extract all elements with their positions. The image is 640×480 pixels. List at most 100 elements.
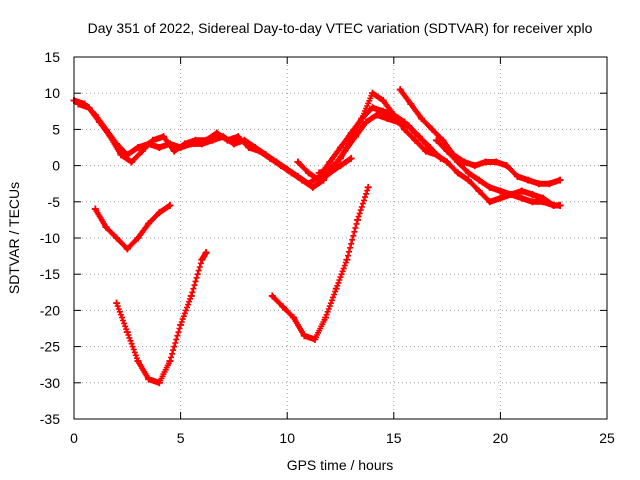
data-point — [245, 144, 253, 151]
data-point — [368, 89, 376, 97]
data-point — [315, 176, 323, 184]
y-tick-label: 5 — [52, 121, 60, 137]
data-point — [106, 133, 114, 141]
data-point — [443, 158, 451, 166]
data-point — [503, 162, 511, 170]
x-tick-label: 10 — [279, 430, 295, 446]
data-point — [379, 107, 387, 115]
data-point — [123, 245, 131, 253]
axis-ticks: 0 5 10 15 20 25 -35 -30 -25 -20 -15 -10 -5 0 5 10 15 — [40, 49, 615, 446]
data-point — [528, 198, 536, 206]
data-point — [407, 100, 415, 108]
data-point — [496, 187, 504, 195]
y-tick-label: -25 — [40, 339, 60, 355]
data-point — [337, 154, 344, 162]
data-point — [337, 144, 344, 151]
data-point — [305, 169, 313, 177]
data-point — [496, 194, 504, 202]
data-point — [134, 357, 142, 365]
data-point — [539, 198, 547, 206]
data-point — [471, 162, 479, 170]
data-point — [418, 115, 426, 123]
data-point — [177, 321, 185, 329]
data-point — [411, 136, 419, 144]
x-tick-label: 15 — [386, 430, 402, 446]
data-point — [432, 136, 440, 144]
data-point — [102, 223, 110, 231]
data-point — [145, 375, 153, 383]
data-point — [198, 256, 206, 264]
data-point — [507, 191, 515, 199]
data-point — [454, 158, 462, 166]
data-point — [311, 335, 319, 343]
data-point — [518, 194, 526, 202]
data-point — [202, 248, 210, 256]
data-point — [138, 147, 146, 155]
data-point — [300, 332, 308, 340]
y-tick-label: -35 — [40, 411, 60, 427]
series-track-5 — [432, 136, 564, 209]
data-point — [432, 151, 440, 159]
series-track-7 — [91, 201, 174, 253]
series-track-9 — [268, 183, 372, 343]
data-point — [428, 125, 436, 133]
data-point — [337, 162, 344, 170]
data-point — [550, 201, 558, 209]
data-point — [74, 100, 82, 108]
data-point — [400, 125, 408, 133]
data-point — [134, 234, 142, 242]
data-point — [326, 169, 334, 177]
data-point — [464, 169, 472, 177]
data-point — [224, 136, 232, 144]
series-track-8 — [113, 248, 210, 387]
data-point — [518, 187, 526, 195]
data-point — [368, 104, 376, 112]
data-point — [354, 216, 362, 224]
data-point — [332, 285, 340, 293]
data-point — [268, 292, 276, 300]
data-point — [85, 104, 93, 112]
data-point — [113, 234, 121, 242]
data-point — [123, 328, 131, 336]
data-point — [464, 176, 472, 184]
data-point — [422, 147, 430, 155]
data-point — [277, 162, 285, 170]
data-point — [513, 172, 521, 180]
data-point — [443, 147, 451, 155]
data-point — [486, 183, 494, 191]
data-marks — [70, 86, 564, 387]
data-point — [362, 118, 370, 126]
y-tick-label: -10 — [40, 230, 60, 246]
x-tick-label: 5 — [177, 430, 185, 446]
data-point — [213, 129, 221, 137]
data-point — [166, 201, 174, 209]
data-point — [343, 256, 351, 264]
data-point — [390, 111, 398, 119]
chart-title: Day 351 of 2022, Sidereal Day-to-day VTE… — [88, 20, 593, 36]
data-point — [134, 144, 142, 151]
data-point — [290, 314, 298, 322]
y-tick-label: 0 — [52, 158, 60, 174]
data-point — [475, 187, 483, 195]
data-point — [379, 96, 387, 104]
data-point — [255, 147, 263, 155]
data-point — [202, 136, 210, 144]
series-track-6 — [294, 154, 355, 184]
data-point — [294, 158, 302, 166]
data-point — [481, 158, 489, 166]
data-point — [192, 136, 200, 144]
data-point — [373, 111, 381, 119]
y-tick-label: 10 — [44, 85, 60, 101]
data-point — [396, 86, 404, 94]
data-point — [405, 122, 413, 130]
data-point — [155, 379, 163, 387]
data-point — [545, 180, 553, 188]
data-point — [486, 198, 494, 206]
data-point — [347, 154, 355, 162]
data-point — [358, 115, 366, 123]
y-axis-label: SDTVAR / TECUs — [6, 182, 22, 294]
data-point — [96, 118, 104, 126]
data-point — [528, 191, 536, 199]
x-axis-label: GPS time / hours — [287, 457, 394, 473]
